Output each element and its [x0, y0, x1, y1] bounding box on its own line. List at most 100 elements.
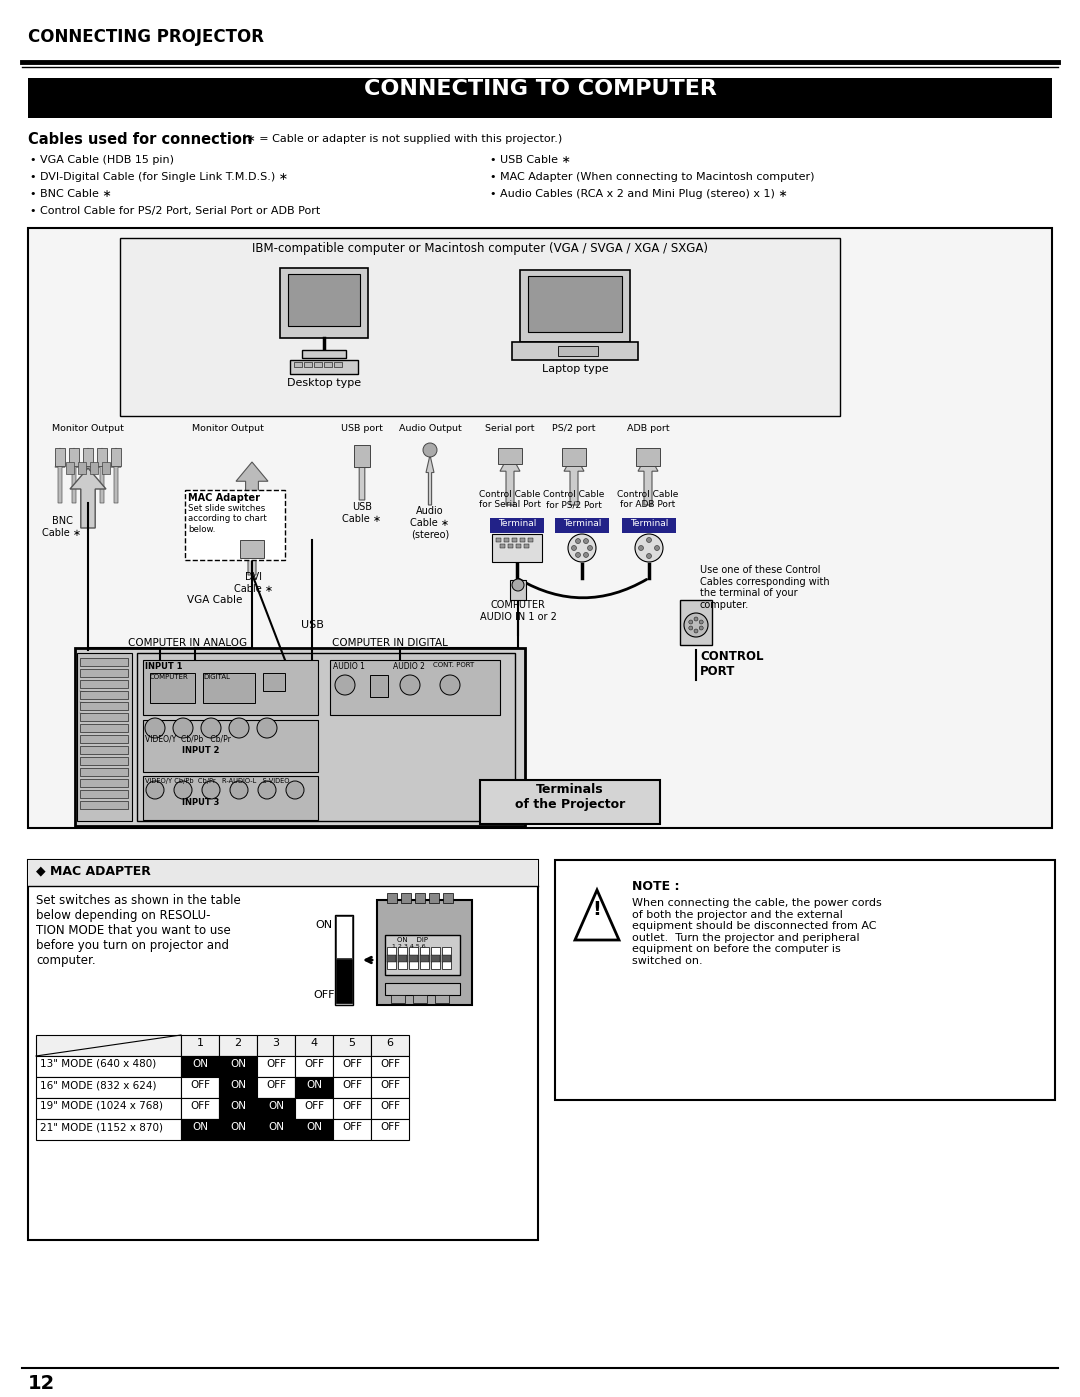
FancyBboxPatch shape — [384, 935, 460, 975]
FancyBboxPatch shape — [508, 543, 513, 548]
FancyBboxPatch shape — [80, 658, 129, 666]
FancyBboxPatch shape — [333, 1035, 372, 1056]
Circle shape — [286, 781, 303, 799]
FancyBboxPatch shape — [387, 956, 396, 963]
Circle shape — [258, 781, 276, 799]
FancyBboxPatch shape — [291, 360, 357, 374]
FancyBboxPatch shape — [303, 362, 312, 367]
Text: Laptop type: Laptop type — [542, 365, 608, 374]
FancyBboxPatch shape — [120, 237, 840, 416]
FancyBboxPatch shape — [219, 1077, 257, 1098]
FancyBboxPatch shape — [240, 541, 264, 557]
Circle shape — [512, 578, 524, 591]
Text: ON: ON — [192, 1122, 208, 1132]
FancyBboxPatch shape — [181, 1056, 219, 1077]
FancyBboxPatch shape — [555, 518, 609, 534]
FancyBboxPatch shape — [137, 652, 515, 821]
Circle shape — [201, 718, 221, 738]
Circle shape — [635, 534, 663, 562]
Circle shape — [202, 781, 220, 799]
Circle shape — [576, 552, 581, 557]
Text: AUDIO 1: AUDIO 1 — [333, 662, 365, 671]
Circle shape — [174, 781, 192, 799]
FancyBboxPatch shape — [528, 277, 622, 332]
Text: 4: 4 — [310, 1038, 318, 1048]
FancyBboxPatch shape — [294, 362, 302, 367]
FancyBboxPatch shape — [333, 1077, 372, 1098]
Text: 2: 2 — [234, 1038, 242, 1048]
Text: 21" MODE (1152 x 870): 21" MODE (1152 x 870) — [40, 1122, 163, 1132]
FancyBboxPatch shape — [333, 1056, 372, 1077]
Text: CONTROL
PORT: CONTROL PORT — [700, 650, 764, 678]
FancyBboxPatch shape — [185, 490, 285, 560]
FancyBboxPatch shape — [512, 538, 517, 542]
Text: VIDEO/Y  Cb/Pb   Cb/Pr: VIDEO/Y Cb/Pb Cb/Pr — [145, 733, 231, 743]
Text: OFF: OFF — [342, 1122, 362, 1132]
FancyBboxPatch shape — [442, 956, 451, 963]
FancyBboxPatch shape — [354, 446, 370, 467]
FancyBboxPatch shape — [264, 673, 285, 692]
FancyBboxPatch shape — [431, 956, 440, 963]
Circle shape — [647, 553, 651, 559]
FancyArrow shape — [355, 450, 369, 500]
Text: When connecting the cable, the power cords
of both the projector and the externa: When connecting the cable, the power cor… — [632, 898, 881, 965]
Text: Audio Output: Audio Output — [399, 425, 461, 433]
Text: ON: ON — [268, 1122, 284, 1132]
FancyBboxPatch shape — [257, 1077, 295, 1098]
FancyBboxPatch shape — [562, 448, 586, 467]
FancyBboxPatch shape — [528, 538, 534, 542]
Circle shape — [684, 613, 708, 637]
FancyBboxPatch shape — [498, 448, 522, 464]
FancyBboxPatch shape — [435, 995, 449, 1003]
Text: 13" MODE (640 x 480): 13" MODE (640 x 480) — [40, 1059, 157, 1069]
Text: • USB Cable ∗: • USB Cable ∗ — [490, 155, 571, 165]
FancyBboxPatch shape — [384, 983, 460, 995]
FancyBboxPatch shape — [372, 1035, 409, 1056]
Text: ON: ON — [192, 1059, 208, 1069]
Text: INPUT 2: INPUT 2 — [183, 746, 219, 754]
FancyBboxPatch shape — [443, 893, 453, 902]
Text: (∗ = Cable or adapter is not supplied with this projector.): (∗ = Cable or adapter is not supplied wi… — [242, 134, 563, 144]
FancyBboxPatch shape — [500, 543, 505, 548]
Text: 19" MODE (1024 x 768): 19" MODE (1024 x 768) — [40, 1101, 163, 1111]
FancyBboxPatch shape — [181, 1035, 219, 1056]
Text: 5: 5 — [349, 1038, 355, 1048]
Text: VGA Cable: VGA Cable — [187, 595, 243, 605]
Text: • Control Cable for PS/2 Port, Serial Port or ADB Port: • Control Cable for PS/2 Port, Serial Po… — [30, 205, 321, 217]
FancyBboxPatch shape — [80, 669, 129, 678]
FancyBboxPatch shape — [496, 538, 501, 542]
Text: Control Cable
for PS/2 Port: Control Cable for PS/2 Port — [543, 490, 605, 510]
Text: Monitor Output: Monitor Output — [52, 425, 124, 433]
FancyArrow shape — [69, 448, 79, 503]
Text: OFF: OFF — [190, 1101, 210, 1111]
FancyBboxPatch shape — [372, 1077, 409, 1098]
FancyBboxPatch shape — [399, 947, 407, 970]
FancyArrow shape — [242, 545, 262, 576]
FancyArrow shape — [638, 453, 658, 504]
Circle shape — [400, 675, 420, 694]
FancyBboxPatch shape — [143, 775, 318, 820]
FancyBboxPatch shape — [401, 893, 411, 902]
FancyBboxPatch shape — [295, 1056, 333, 1077]
FancyBboxPatch shape — [80, 768, 129, 775]
FancyBboxPatch shape — [512, 342, 638, 360]
Text: OFF: OFF — [342, 1059, 362, 1069]
Text: USB: USB — [300, 620, 323, 630]
Text: CONT. PORT: CONT. PORT — [433, 662, 474, 668]
FancyBboxPatch shape — [295, 1035, 333, 1056]
Text: OFF: OFF — [342, 1101, 362, 1111]
FancyBboxPatch shape — [504, 538, 509, 542]
FancyBboxPatch shape — [429, 893, 438, 902]
FancyBboxPatch shape — [143, 659, 318, 715]
FancyBboxPatch shape — [111, 448, 121, 467]
FancyBboxPatch shape — [181, 1077, 219, 1098]
Polygon shape — [575, 890, 619, 940]
FancyBboxPatch shape — [90, 462, 98, 474]
Text: VIDEO/Y Cb/Pb  Cb/Pr   R-AUDIO-L   S-VIDEO: VIDEO/Y Cb/Pb Cb/Pr R-AUDIO-L S-VIDEO — [145, 778, 289, 784]
Text: BNC
Cable ∗: BNC Cable ∗ — [42, 515, 81, 538]
FancyBboxPatch shape — [490, 518, 544, 534]
Text: Monitor Output: Monitor Output — [192, 425, 264, 433]
FancyBboxPatch shape — [314, 362, 322, 367]
FancyBboxPatch shape — [636, 448, 660, 467]
FancyBboxPatch shape — [66, 462, 75, 474]
